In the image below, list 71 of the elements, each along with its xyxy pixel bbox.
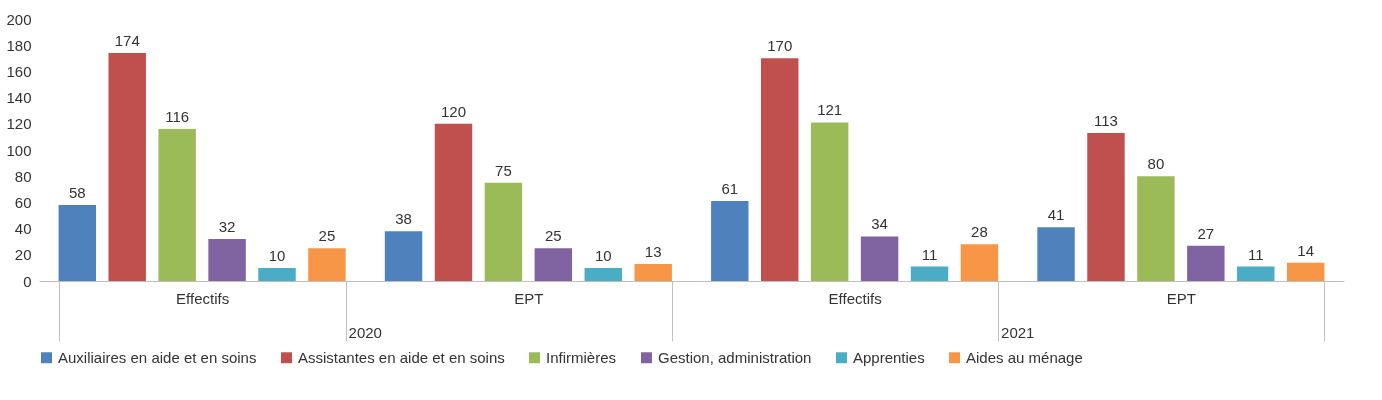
bar — [1037, 227, 1075, 281]
bar — [711, 201, 749, 281]
bar — [810, 122, 849, 281]
bar — [384, 231, 423, 281]
data-label: 38 — [395, 210, 412, 228]
bar — [634, 263, 672, 281]
data-label: 34 — [871, 215, 888, 233]
y-tick-label: 80 — [14, 167, 32, 185]
data-label: 116 — [165, 108, 190, 126]
data-label: 11 — [921, 245, 938, 263]
data-label: 61 — [721, 180, 739, 198]
data-label: 10 — [268, 246, 286, 264]
bar — [1237, 266, 1275, 281]
x-tick-label: EPT — [1166, 289, 1196, 307]
data-label: 25 — [318, 227, 336, 245]
legend-label: Aides au ménage — [966, 348, 1083, 366]
legend-label: Auxiliaires en aide et en soins — [58, 348, 257, 366]
y-tick-label: 160 — [6, 62, 32, 80]
data-label: 28 — [971, 223, 988, 241]
data-label: 10 — [594, 246, 612, 264]
bar — [1187, 245, 1225, 281]
text: 2020 — [348, 324, 382, 341]
data-label: 25 — [545, 227, 562, 245]
bar — [960, 244, 999, 281]
legend-label: Infirmières — [546, 348, 617, 366]
data-label: 113 — [1094, 111, 1118, 129]
bar — [1087, 132, 1125, 281]
bar — [1137, 176, 1175, 281]
bar — [58, 205, 97, 281]
data-label: 75 — [495, 161, 512, 179]
x-tick-label: EPT — [514, 289, 544, 307]
data-label: 174 — [114, 32, 140, 50]
legend-label: Apprenties — [853, 348, 925, 366]
data-label: 32 — [218, 218, 236, 236]
bar — [158, 129, 196, 281]
data-label: 58 — [68, 184, 86, 202]
y-tick-label: 200 — [6, 10, 32, 28]
data-label: 27 — [1197, 224, 1215, 242]
y-tick-label: 40 — [14, 220, 32, 238]
bar — [1286, 262, 1325, 281]
data-label: 121 — [817, 101, 843, 119]
bar — [910, 266, 949, 281]
legend-label: Assistantes en aide et en soins — [298, 348, 505, 366]
bar — [534, 248, 573, 281]
data-label: 14 — [1297, 241, 1315, 259]
bar — [484, 182, 523, 281]
data-label: 80 — [1147, 155, 1165, 173]
y-tick-label: 140 — [6, 89, 32, 107]
bar — [860, 236, 899, 281]
bar — [208, 239, 246, 281]
bar — [434, 123, 473, 281]
bar — [258, 267, 296, 281]
y-tick-label: 60 — [14, 193, 32, 211]
data-label: 11 — [1247, 245, 1264, 263]
y-tick-label: 180 — [6, 36, 32, 54]
bar — [761, 58, 799, 281]
y-tick-label: 20 — [14, 246, 32, 264]
y-tick-label: 100 — [6, 141, 32, 159]
text: 2021 — [1001, 324, 1035, 341]
x-tick-label: Effectifs — [176, 289, 230, 307]
bar — [108, 53, 146, 281]
bar — [308, 248, 346, 281]
bar — [584, 267, 622, 281]
data-label: 170 — [767, 37, 793, 55]
y-tick-label: 0 — [23, 272, 32, 290]
data-label: 13 — [644, 242, 662, 260]
data-label: 41 — [1047, 206, 1065, 224]
y-tick-label: 120 — [6, 115, 32, 133]
x-tick-label: Effectifs — [828, 289, 882, 307]
legend-label: Gestion, administration — [658, 348, 812, 366]
data-label: 120 — [440, 102, 466, 120]
